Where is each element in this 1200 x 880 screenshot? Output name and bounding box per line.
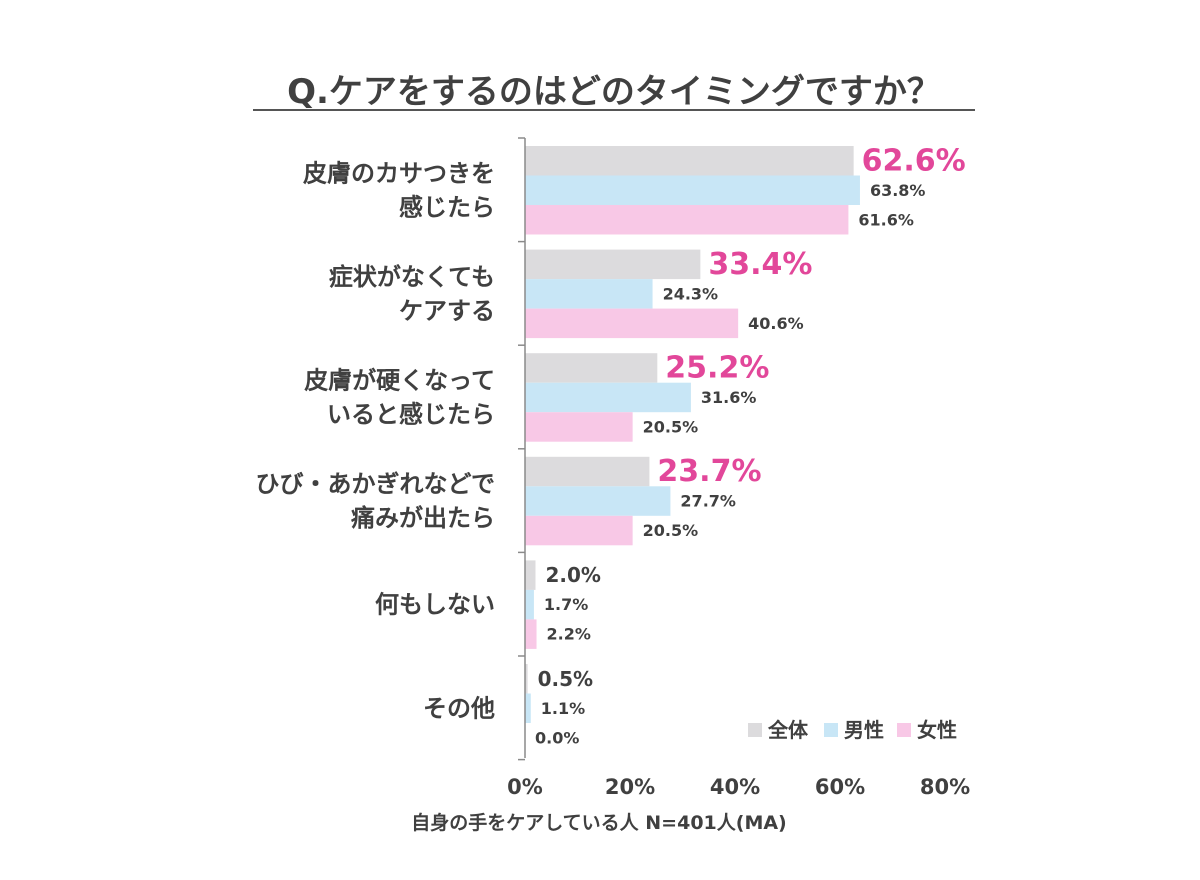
value-label-total-5: 2.0%	[546, 563, 601, 587]
category-label-4-line-1: ひび・あかぎれなどで	[255, 470, 495, 498]
value-label-male-5: 1.7%	[544, 595, 588, 614]
value-label-female-2: 40.6%	[748, 314, 804, 333]
value-label-female-5: 2.2%	[547, 625, 591, 644]
bar-total-4	[525, 456, 650, 487]
legend-label-male: 男性	[844, 718, 884, 742]
value-label-female-4: 20.5%	[643, 521, 699, 540]
value-label-male-3: 31.6%	[701, 388, 757, 407]
legend-swatch-female	[897, 723, 911, 737]
bar-total-5	[525, 560, 536, 590]
bar-male-6	[525, 693, 531, 723]
bar-female-2	[525, 308, 739, 339]
value-label-female-1: 61.6%	[858, 210, 914, 229]
value-label-male-4: 27.7%	[680, 492, 736, 511]
bar-male-3	[525, 382, 691, 413]
value-label-male-6: 1.1%	[541, 699, 585, 718]
bar-female-1	[525, 205, 849, 235]
category-label-5-line-1: 何もしない	[375, 591, 495, 619]
value-label-total-2: 33.4%	[708, 247, 812, 282]
bar-total-3	[525, 353, 658, 383]
bar-male-2	[525, 279, 653, 309]
bar-total-2	[525, 249, 701, 280]
value-label-female-3: 20.5%	[643, 417, 699, 436]
category-label-1-line-2: 感じたら	[399, 193, 495, 221]
legend-swatch-male	[824, 723, 838, 737]
x-tick-label-60-3: 60%	[815, 775, 865, 799]
value-label-total-1: 62.6%	[862, 143, 966, 178]
legend-swatch-total	[748, 723, 762, 737]
bar-female-5	[525, 619, 537, 649]
category-label-6-line-1: その他	[423, 694, 495, 722]
x-tick-label-80-4: 80%	[920, 775, 970, 799]
bar-total-1	[525, 146, 854, 176]
legend-label-female: 女性	[917, 718, 957, 742]
x-tick-label-40-2: 40%	[710, 775, 760, 799]
bar-female-3	[525, 412, 633, 442]
bar-total-6	[525, 664, 528, 694]
bar-female-4	[525, 515, 633, 546]
value-label-total-4: 23.7%	[657, 454, 761, 489]
value-label-female-6: 0.0%	[535, 728, 579, 747]
x-tick-label-0-0: 0%	[507, 775, 543, 799]
chart-footnote: 自身の手をケアしている人 N=401人(MA)	[411, 811, 787, 834]
bar-male-1	[525, 175, 860, 205]
category-label-1-line-1: 皮膚のカサつきを	[303, 159, 495, 187]
category-label-3-line-1: 皮膚が硬くなって	[304, 366, 495, 394]
value-label-male-1: 63.8%	[870, 181, 926, 200]
value-label-total-3: 25.2%	[665, 350, 769, 385]
category-label-2-line-2: ケアする	[399, 297, 495, 325]
bar-male-5	[525, 589, 534, 620]
category-label-2-line-1: 症状がなくても	[329, 263, 495, 291]
category-label-3-line-2: いると感じたら	[327, 400, 495, 428]
bar-male-4	[525, 486, 671, 516]
value-label-male-2: 24.3%	[663, 284, 719, 303]
category-label-4-line-2: 痛みが出たら	[351, 504, 495, 532]
value-label-total-6: 0.5%	[538, 667, 593, 691]
x-tick-label-20-1: 20%	[605, 775, 655, 799]
chart-title: Q.ケアをするのはどのタイミングですか？	[287, 72, 941, 112]
legend-label-total: 全体	[767, 718, 809, 742]
